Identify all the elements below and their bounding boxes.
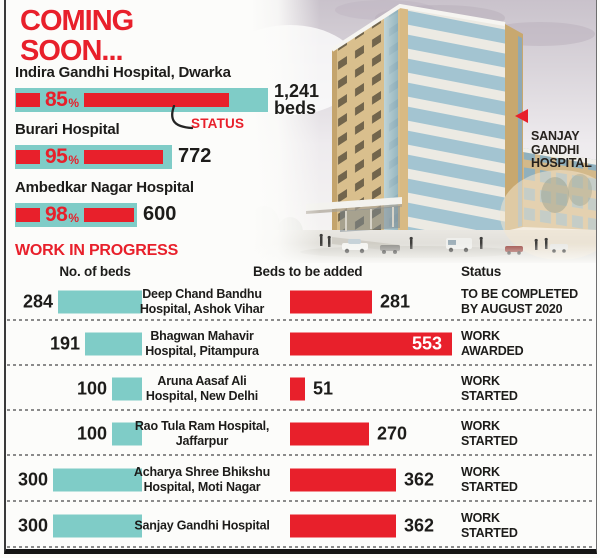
pointer-triangle-icon bbox=[515, 109, 528, 123]
table-row: 100 Rao Tula Ram Hospital, Jaffarpur 270… bbox=[0, 411, 600, 456]
percent-label: 95% bbox=[40, 145, 84, 169]
status-value: WORK STARTED bbox=[461, 464, 518, 494]
beds-bar bbox=[112, 422, 142, 445]
beds-count-label: 600 bbox=[143, 203, 177, 225]
status-annotation: STATUS bbox=[191, 116, 245, 131]
beds-bar bbox=[112, 377, 142, 400]
table-row: 300 Acharya Shree Bhikshu Hospital, Moti… bbox=[0, 457, 600, 502]
beds-added-value: 362 bbox=[404, 515, 435, 535]
beds-added-value: 553 bbox=[411, 333, 442, 353]
total-beds-bar: 85% bbox=[15, 88, 268, 112]
hospital-name: Ambedkar Nagar Hospital bbox=[15, 179, 194, 196]
percent-label: 85% bbox=[40, 88, 84, 112]
coming-soon-entry: Indira Gandhi Hospital, Dwarka 85% 1,241… bbox=[15, 64, 415, 120]
beds-added-bar bbox=[290, 332, 452, 355]
percent-sign: % bbox=[68, 210, 79, 225]
beds-added-bar bbox=[290, 377, 305, 400]
photo-label-text: SANJAY GANDHI HOSPITAL bbox=[531, 129, 592, 170]
hospital-name: Indira Gandhi Hospital, Dwarka bbox=[15, 64, 231, 81]
hospital-name: Bhagwan Mahavir Hospital, Pitampura bbox=[145, 328, 259, 358]
hospital-rendering-photo bbox=[220, 0, 600, 263]
status-progress-bar bbox=[16, 150, 163, 164]
table-row: 100 Aruna Aasaf Ali Hospital, New Delhi … bbox=[0, 366, 600, 411]
beds-value: 284 bbox=[22, 291, 53, 312]
beds-added-bar bbox=[290, 514, 396, 537]
status-arrow-icon bbox=[171, 105, 194, 130]
status-value: WORK AWARDED bbox=[461, 328, 524, 358]
column-header-added: Beds to be added bbox=[253, 264, 363, 279]
beds-bar bbox=[85, 332, 142, 355]
hospital-name: Acharya Shree Bhikshu Hospital, Moti Nag… bbox=[133, 464, 271, 494]
table-row: 300 Sanjay Gandhi Hospital 362 WORK STAR… bbox=[0, 503, 600, 548]
percent-sign: % bbox=[68, 152, 79, 167]
beds-value: 300 bbox=[17, 469, 48, 489]
status-value: TO BE COMPLETED BY AUGUST 2020 bbox=[461, 287, 578, 316]
beds-value: 100 bbox=[76, 378, 107, 398]
photo-fade bbox=[250, 243, 597, 263]
status-value: WORK STARTED bbox=[461, 510, 518, 540]
beds-count-label: 772 bbox=[178, 145, 212, 167]
table-row: 191 Bhagwan Mahavir Hospital, Pitampura … bbox=[0, 321, 600, 366]
hospital-name: Deep Chand Bandhu Hospital, Ashok Vihar bbox=[139, 287, 265, 316]
status-value: WORK STARTED bbox=[461, 373, 518, 403]
beds-bar bbox=[58, 290, 142, 314]
beds-added-bar bbox=[290, 422, 369, 445]
beds-added-bar bbox=[290, 468, 396, 491]
status-value: WORK STARTED bbox=[461, 418, 518, 448]
beds-added-value: 51 bbox=[313, 378, 334, 398]
photo-fade bbox=[250, 0, 320, 263]
table-row: 284 Deep Chand Bandhu Hospital, Ashok Vi… bbox=[0, 283, 600, 321]
percent-label: 98% bbox=[40, 203, 84, 227]
beds-count-label: 1,241 beds bbox=[274, 81, 320, 118]
total-beds-bar: 95% bbox=[15, 145, 172, 169]
column-header-beds: No. of beds bbox=[59, 264, 131, 279]
beds-bar bbox=[53, 468, 142, 491]
coming-soon-entry: Burari Hospital 95% 772 bbox=[15, 121, 415, 177]
work-in-progress-title: WORK IN PROGRESS bbox=[15, 242, 179, 259]
beds-added-value: 270 bbox=[377, 423, 408, 443]
beds-bar bbox=[53, 514, 142, 537]
column-header-status: Status bbox=[461, 264, 502, 279]
hospital-name: Aruna Aasaf Ali Hospital, New Delhi bbox=[145, 373, 259, 403]
beds-value: 100 bbox=[76, 423, 107, 443]
total-beds-bar: 98% bbox=[15, 203, 137, 227]
coming-soon-entry: Ambedkar Nagar Hospital 98% 600 bbox=[15, 179, 415, 235]
photo-label: SANJAY GANDHI HOSPITAL bbox=[515, 103, 600, 184]
beds-value: 191 bbox=[49, 333, 80, 353]
beds-added-value: 281 bbox=[380, 291, 411, 312]
coming-soon-title: COMING SOON... bbox=[20, 5, 134, 67]
hospital-name: Rao Tula Ram Hospital, Jaffarpur bbox=[134, 418, 270, 448]
hospital-name: Sanjay Gandhi Hospital bbox=[134, 518, 270, 532]
beds-value: 300 bbox=[17, 515, 48, 535]
beds-added-value: 362 bbox=[404, 469, 435, 489]
percent-sign: % bbox=[68, 95, 79, 110]
hospital-name: Burari Hospital bbox=[15, 121, 120, 138]
beds-added-bar bbox=[290, 290, 372, 314]
